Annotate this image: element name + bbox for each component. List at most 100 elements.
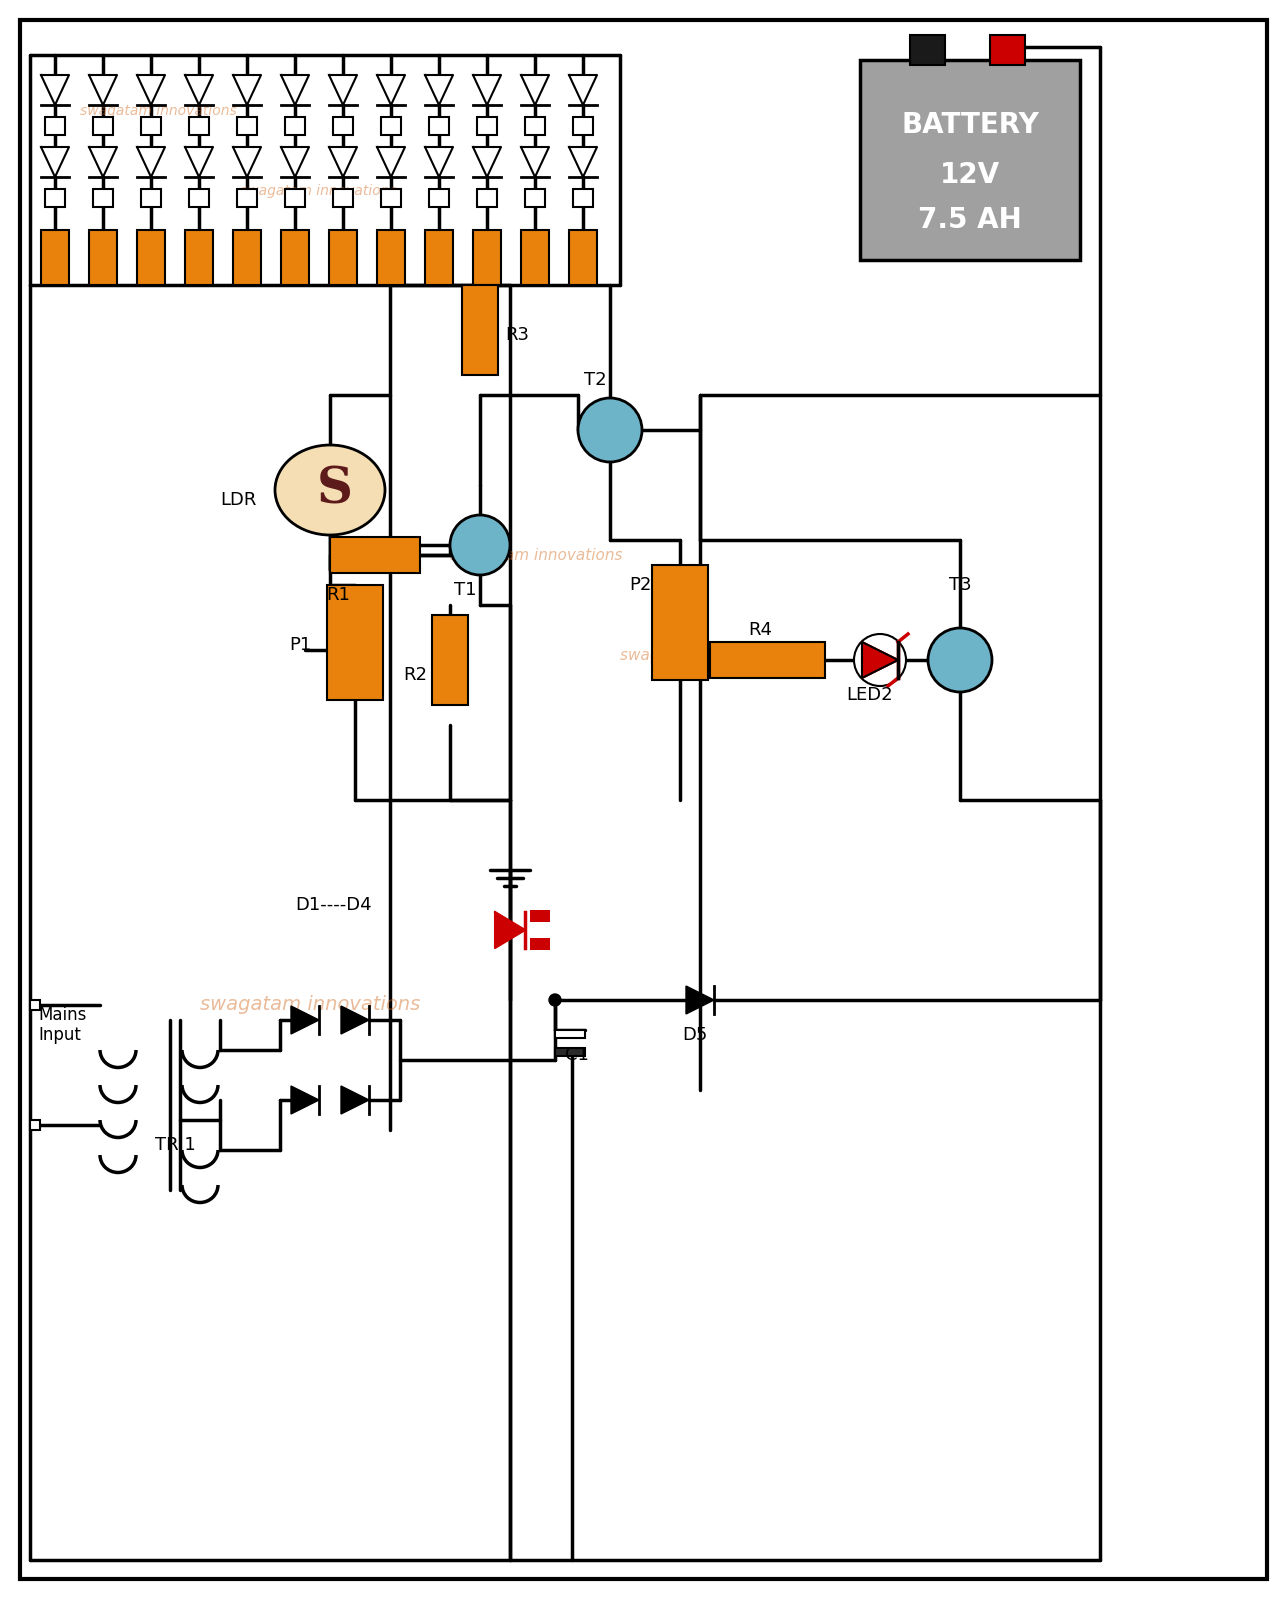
Polygon shape	[495, 911, 525, 948]
Polygon shape	[329, 75, 356, 106]
Bar	[329, 537, 420, 572]
Polygon shape	[377, 147, 405, 177]
Polygon shape	[41, 75, 69, 106]
Text: S: S	[317, 465, 353, 515]
Text: D5: D5	[682, 1027, 708, 1044]
Bar	[185, 230, 214, 285]
Bar	[525, 117, 544, 134]
Bar	[142, 117, 161, 134]
Bar	[142, 189, 161, 206]
Circle shape	[855, 633, 906, 686]
Bar	[425, 230, 453, 285]
Bar	[525, 189, 544, 206]
Polygon shape	[41, 147, 69, 177]
Bar	[41, 230, 69, 285]
Polygon shape	[291, 1086, 319, 1115]
Bar	[521, 230, 550, 285]
Bar	[284, 117, 305, 134]
Bar	[555, 1030, 586, 1038]
Text: R2: R2	[403, 667, 427, 684]
Bar	[284, 189, 305, 206]
Ellipse shape	[275, 445, 385, 536]
Polygon shape	[862, 643, 898, 678]
Bar	[432, 616, 468, 705]
Text: Mains: Mains	[39, 1006, 86, 1023]
Polygon shape	[329, 147, 356, 177]
Text: LDR: LDR	[220, 491, 256, 508]
Text: T1: T1	[454, 580, 476, 600]
Text: swagatam innovations: swagatam innovations	[199, 995, 421, 1014]
Polygon shape	[474, 75, 501, 106]
Polygon shape	[233, 147, 261, 177]
Bar	[329, 230, 356, 285]
Polygon shape	[569, 75, 597, 106]
Circle shape	[550, 995, 561, 1006]
Polygon shape	[281, 147, 309, 177]
Bar	[381, 117, 402, 134]
Text: T2: T2	[584, 371, 606, 389]
Bar	[569, 230, 597, 285]
Text: Input: Input	[39, 1027, 81, 1044]
Text: R4: R4	[748, 620, 772, 640]
Bar	[333, 189, 353, 206]
Bar	[990, 35, 1024, 66]
Polygon shape	[686, 987, 714, 1014]
Bar	[710, 643, 825, 678]
Polygon shape	[377, 75, 405, 106]
Polygon shape	[862, 643, 898, 678]
Polygon shape	[425, 75, 453, 106]
Text: R1: R1	[326, 585, 350, 604]
Text: T3: T3	[949, 576, 972, 593]
Bar	[381, 189, 402, 206]
Circle shape	[928, 628, 992, 692]
Bar	[136, 230, 165, 285]
Bar	[281, 230, 309, 285]
Polygon shape	[136, 75, 165, 106]
Polygon shape	[185, 75, 214, 106]
Polygon shape	[425, 147, 453, 177]
Polygon shape	[89, 147, 117, 177]
Polygon shape	[89, 75, 117, 106]
Bar	[89, 230, 117, 285]
Polygon shape	[291, 1006, 319, 1035]
Text: C1: C1	[565, 1046, 589, 1063]
Bar	[474, 230, 501, 285]
Bar	[93, 117, 113, 134]
Text: BATTERY: BATTERY	[901, 110, 1039, 139]
Bar	[233, 230, 261, 285]
Text: swagatam innovations: swagatam innovations	[450, 548, 623, 563]
Bar	[573, 189, 593, 206]
Polygon shape	[521, 75, 550, 106]
Bar	[462, 285, 498, 376]
Bar	[573, 117, 593, 134]
Polygon shape	[521, 147, 550, 177]
Bar	[377, 230, 405, 285]
Polygon shape	[281, 75, 309, 106]
Bar	[477, 117, 497, 134]
Text: TR 1: TR 1	[154, 1135, 196, 1154]
Bar	[477, 189, 497, 206]
Text: LED2: LED2	[847, 686, 893, 704]
Bar	[910, 35, 945, 66]
Text: P2: P2	[629, 576, 651, 593]
Polygon shape	[136, 147, 165, 177]
Polygon shape	[341, 1006, 369, 1035]
Polygon shape	[341, 1086, 369, 1115]
Bar	[237, 189, 257, 206]
Text: P1: P1	[288, 636, 311, 654]
Bar	[237, 117, 257, 134]
Bar	[530, 939, 550, 950]
Text: R3: R3	[505, 326, 529, 344]
Bar	[555, 1047, 586, 1055]
Text: D1----D4: D1----D4	[295, 895, 372, 915]
Bar	[429, 189, 449, 206]
Bar	[45, 117, 66, 134]
Bar	[860, 61, 1080, 261]
Polygon shape	[233, 75, 261, 106]
Bar	[189, 189, 208, 206]
Polygon shape	[474, 147, 501, 177]
Bar	[30, 1119, 40, 1130]
Circle shape	[450, 515, 510, 576]
Text: swagatam innovations: swagatam innovations	[620, 648, 793, 664]
Text: swagatam innovations: swagatam innovations	[80, 104, 237, 118]
